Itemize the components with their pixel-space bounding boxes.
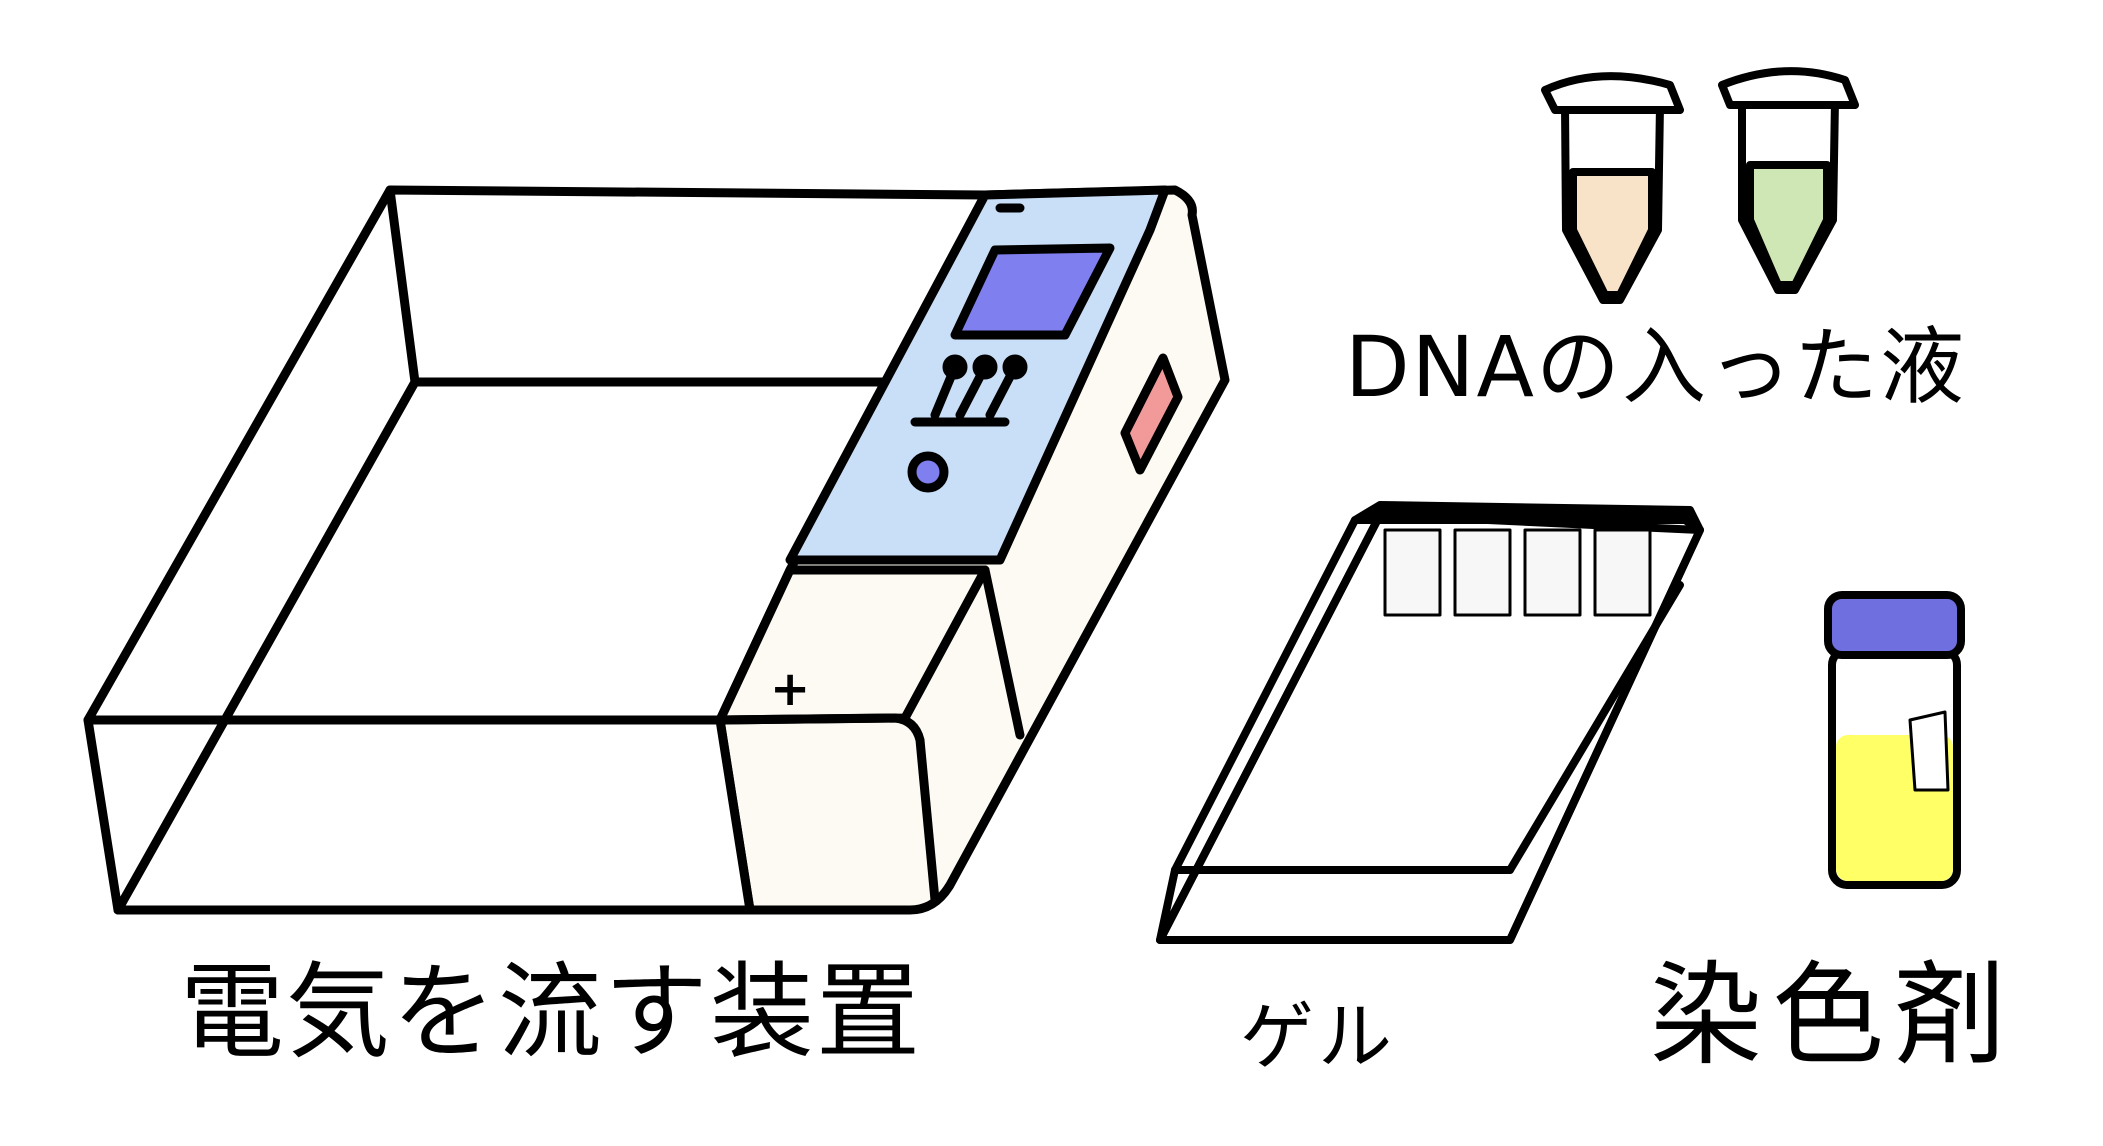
tube-orange-liquid bbox=[1573, 172, 1652, 295]
stain-bottle-cap bbox=[1828, 595, 1961, 655]
label-device: 電気を流す装置 bbox=[180, 960, 922, 1064]
stain-bottle-label bbox=[1910, 712, 1948, 790]
tube-green-cap bbox=[1722, 71, 1855, 105]
stain-bottle-icon bbox=[1828, 595, 1961, 885]
gel-electrophoresis-device-icon bbox=[88, 190, 1225, 910]
microtube-icon bbox=[1545, 71, 1855, 300]
label-dna-solution: DNAの入った液 bbox=[1345, 325, 1966, 409]
control-knob bbox=[912, 456, 944, 488]
label-gel: ゲル bbox=[1240, 1000, 1396, 1074]
gel-tray-icon bbox=[1160, 505, 1700, 940]
tube-orange-cap bbox=[1545, 76, 1680, 110]
tank-left-edge bbox=[88, 190, 390, 720]
tube-green-liquid bbox=[1750, 165, 1827, 285]
label-stain: 染色剤 bbox=[1650, 960, 2016, 1072]
plus-terminal-sign: + bbox=[770, 661, 810, 717]
buffer-tank-front bbox=[88, 720, 750, 910]
